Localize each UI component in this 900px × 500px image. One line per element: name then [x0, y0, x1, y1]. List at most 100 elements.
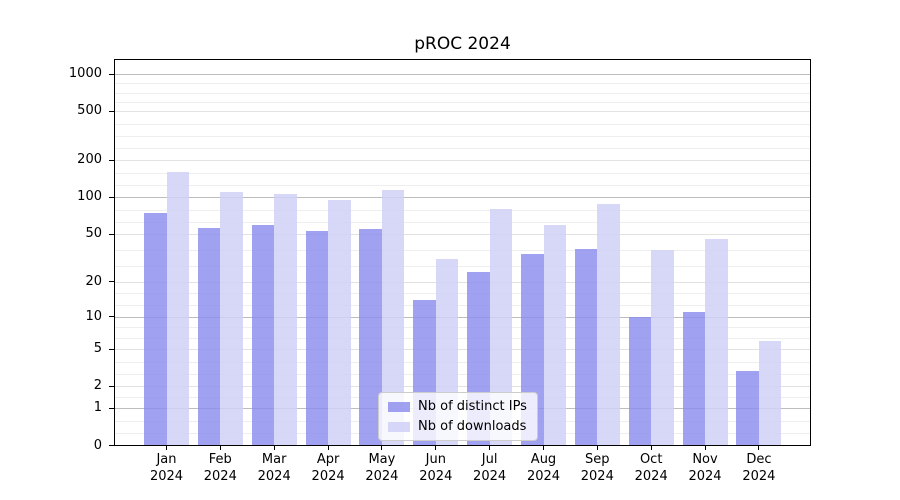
y-minor-gridline: [115, 327, 810, 329]
y-gridline-100: [115, 197, 810, 199]
bar-downloads-mar: [274, 193, 297, 445]
y-minor-gridline: [115, 148, 810, 150]
y-minor-gridline: [115, 305, 810, 306]
y-gridline-50: [115, 234, 810, 236]
y-tick-1: [109, 407, 114, 409]
bar-downloads-jan: [166, 172, 189, 445]
bar-distinct-ips-may: [359, 229, 382, 445]
y-gridline-500: [115, 111, 810, 113]
y-tick-label-1000: 1000: [68, 66, 102, 81]
x-tick-label-jul: Jul 2024: [473, 452, 507, 484]
x-tick-apr: [327, 446, 329, 450]
bar-downloads-apr: [328, 200, 351, 445]
x-tick-label-may: May 2024: [365, 452, 399, 484]
x-tick-label-apr: Apr 2024: [311, 452, 345, 484]
x-tick-oct: [650, 446, 652, 450]
y-minor-gridline: [115, 123, 810, 125]
bar-downloads-feb: [220, 191, 243, 445]
x-tick-mar: [273, 446, 275, 450]
y-tick-label-20: 20: [85, 273, 102, 289]
x-tick-nov: [704, 446, 706, 450]
bar-distinct-ips-jan: [144, 213, 167, 445]
x-tick-sep: [596, 446, 598, 450]
y-tick-200: [109, 159, 114, 161]
bar-distinct-ips-apr: [305, 231, 329, 445]
legend-label-downloads: Nb of downloads: [418, 419, 527, 434]
y-minor-gridline: [115, 92, 810, 94]
y-tick-label-1: 1: [93, 400, 102, 416]
x-tick-label-jan: Jan 2024: [149, 452, 184, 484]
bar-downloads-sep: [597, 204, 620, 445]
y-tick-50: [109, 233, 114, 235]
bar-downloads-may: [381, 189, 405, 445]
plot-area: [114, 59, 811, 446]
y-minor-gridline: [115, 172, 810, 174]
y-tick-label-500: 500: [77, 103, 102, 119]
y-minor-gridline: [115, 102, 810, 103]
y-tick-5: [109, 348, 114, 350]
x-tick-label-aug: Aug 2024: [526, 452, 561, 484]
bar-distinct-ips-nov: [682, 311, 705, 445]
y-tick-500: [109, 110, 114, 112]
y-tick-label-10: 10: [85, 308, 102, 324]
bar-distinct-ips-feb: [197, 228, 221, 445]
bar-distinct-ips-sep: [574, 248, 598, 445]
legend: Nb of distinct IPs Nb of downloads: [378, 392, 538, 441]
y-tick-label-100: 100: [77, 189, 102, 205]
x-tick-label-jun: Jun 2024: [419, 452, 453, 484]
y-minor-gridline: [115, 209, 810, 211]
x-tick-jul: [489, 446, 491, 450]
y-gridline-2: [115, 386, 810, 388]
y-minor-gridline: [115, 293, 810, 295]
x-tick-label-dec: Dec 2024: [742, 452, 776, 484]
bar-distinct-ips-oct: [628, 316, 652, 445]
bar-downloads-jul: [489, 209, 513, 445]
x-tick-aug: [543, 446, 544, 450]
bar-distinct-ips-mar: [251, 225, 275, 445]
y-tick-20: [109, 281, 114, 283]
y-gridline-20: [115, 281, 810, 283]
x-tick-feb: [219, 446, 221, 450]
bar-downloads-dec: [758, 340, 782, 445]
y-tick-0: [109, 445, 114, 446]
y-tick-label-2: 2: [93, 378, 102, 394]
y-minor-gridline: [115, 265, 810, 267]
bar-distinct-ips-dec: [736, 371, 759, 445]
y-minor-gridline: [115, 250, 810, 251]
x-tick-label-sep: Sep 2024: [580, 452, 614, 484]
x-tick-label-nov: Nov 2024: [688, 452, 722, 484]
y-gridline-5: [115, 349, 810, 351]
x-tick-jan: [166, 446, 167, 450]
legend-item-distinct-ips: Nb of distinct IPs: [388, 399, 527, 414]
y-minor-gridline: [115, 135, 810, 137]
y-minor-gridline: [115, 338, 810, 340]
bar-downloads-nov: [705, 238, 728, 445]
bar-downloads-oct: [651, 249, 674, 445]
bar-downloads-aug: [543, 224, 566, 445]
x-tick-label-mar: Mar 2024: [257, 452, 291, 484]
y-tick-label-5: 5: [93, 341, 102, 357]
y-minor-gridline: [115, 374, 810, 375]
legend-swatch-distinct-ips: [388, 401, 410, 412]
x-tick-label-feb: Feb 2024: [203, 452, 237, 484]
y-minor-gridline: [115, 185, 810, 186]
y-tick-label-200: 200: [77, 152, 102, 168]
x-tick-jun: [435, 446, 437, 450]
y-minor-gridline: [115, 83, 810, 85]
y-minor-gridline: [115, 221, 810, 223]
legend-label-distinct-ips: Nb of distinct IPs: [418, 399, 527, 414]
x-tick-may: [381, 446, 383, 450]
legend-item-downloads: Nb of downloads: [388, 419, 527, 434]
y-gridline-10: [115, 316, 810, 318]
x-tick-label-oct: Oct 2024: [634, 452, 668, 484]
y-tick-label-50: 50: [85, 226, 102, 242]
y-gridline-1000: [115, 74, 810, 75]
y-tick-label-0: 0: [93, 437, 102, 453]
y-gridline-200: [115, 160, 810, 162]
y-tick-10: [109, 316, 114, 318]
x-tick-dec: [758, 446, 760, 450]
legend-swatch-downloads: [388, 421, 410, 432]
y-tick-1000: [109, 73, 114, 75]
y-minor-gridline: [115, 361, 810, 363]
